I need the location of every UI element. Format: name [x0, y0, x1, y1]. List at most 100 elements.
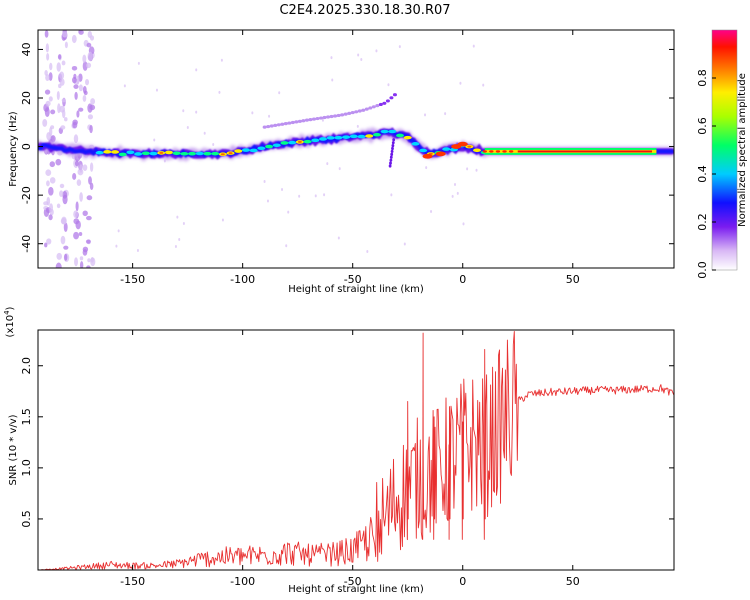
heatmap-noise-blob [48, 186, 54, 196]
heatmap-harmonic-mark [392, 93, 397, 97]
heatmap-noise-dot [326, 162, 329, 166]
heatmap-noise-dot [153, 138, 156, 142]
heatmap-noise-blob [63, 245, 69, 250]
heatmap-harmonic-mark [319, 116, 324, 120]
heatmap-noise-blob [49, 127, 53, 137]
heatmap-noise-dot [357, 53, 360, 57]
heatmap-tail-mark [389, 161, 392, 165]
heatmap-ridge-core [280, 141, 289, 145]
snr-xtick-label: 50 [566, 575, 580, 588]
heatmap-noise-blob [56, 62, 61, 72]
heatmap-noise-blob [59, 105, 66, 113]
heatmap-harmonic-mark [364, 107, 369, 111]
heatmap-noise-blob [48, 214, 53, 221]
snr-xtick-label: -150 [120, 575, 145, 588]
colorbar: 0.0 0.2 0.4 0.6 0.8 Normalized spectral ampl… [696, 29, 748, 279]
heatmap-ridge-core [372, 132, 381, 137]
heatmap-harmonic-mark [301, 119, 306, 123]
heatmap-noise-blob [55, 158, 62, 166]
heatmap-harmonic-mark [357, 109, 362, 113]
colorbar-tick-label: 0.0 [696, 261, 709, 279]
heatmap-noise-blob [78, 30, 84, 35]
heatmap-noise-blob [44, 30, 49, 38]
heatmap-harmonic-mark [340, 113, 345, 117]
heatmap-noise-dot [321, 118, 324, 122]
heatmap-xtick-label: -50 [344, 273, 362, 286]
heatmap-ridge-core [111, 150, 120, 154]
heatmap-noise-dot [451, 194, 454, 198]
heatmap-ridge-core [180, 151, 189, 156]
page-title: C2E4.2025.330.18.30.R07 [279, 3, 450, 18]
heatmap-ridge-core [172, 151, 181, 156]
heatmap-noise-blob [73, 134, 79, 144]
heatmap-noise-blob [49, 62, 53, 71]
heatmap-harmonic-mark [371, 105, 376, 109]
heatmap-noise-blob [61, 98, 66, 103]
colorbar-gradient [712, 30, 737, 270]
colorbar-tick-label: 0.6 [696, 117, 709, 135]
heatmap-noise-blob [78, 107, 84, 112]
heatmap-noise-blob [45, 169, 52, 176]
heatmap-noise-blob [59, 71, 65, 80]
heatmap-ridge-peak [228, 152, 233, 155]
heatmap-harmonic-mark [266, 124, 271, 129]
heatmap-noise-dot [221, 218, 224, 222]
heatmap-harmonic-mark [315, 116, 320, 121]
heatmap-ridge-core [188, 151, 197, 156]
heatmap-noise-blob [71, 34, 77, 44]
heatmap-ridge-peak [159, 151, 164, 154]
heatmap-ridge-core [349, 134, 358, 139]
heatmap-noise-dot [268, 114, 271, 118]
heatmap-noise-dot [430, 210, 433, 214]
heatmap-noise-dot [323, 193, 326, 197]
heatmap-noise-blob [74, 91, 78, 100]
snr-scale-label: (x104) [3, 306, 16, 337]
heatmap-tail-mark [391, 141, 395, 145]
heatmap-noise-blob [82, 164, 88, 171]
heatmap-noise-dot [390, 193, 393, 197]
heatmap-noise-blob [82, 94, 87, 102]
heatmap-noise-dot [424, 113, 427, 117]
heatmap-tail-mark [391, 146, 394, 151]
heatmap-noise-dot [176, 215, 179, 219]
heatmap-ridge-core [257, 146, 266, 151]
heatmap-harmonic-mark [269, 124, 274, 128]
heatmap-noise-blob [57, 103, 61, 114]
heatmap-noise-dot [330, 56, 333, 60]
svg-text:(x104): (x104) [3, 306, 16, 337]
heatmap-noise-blob [87, 103, 93, 113]
heatmap-harmonic-mark [343, 112, 348, 116]
snr-xtick-label: 0 [459, 575, 466, 588]
heatmap-band-dash [495, 150, 501, 153]
heatmap-noise-blob [86, 42, 92, 48]
heatmap-noise-blob [90, 98, 96, 105]
heatmap-noise-dot [117, 229, 120, 233]
heatmap-ridge-peak [220, 153, 225, 156]
heatmap-hotspot [422, 153, 433, 159]
heatmap-ridge-core [326, 136, 335, 140]
heatmap-noise-dot [398, 45, 401, 49]
heatmap-ridge-core [342, 135, 351, 139]
heatmap-ytick-label: 0 [20, 143, 33, 150]
heatmap-noise-dot [195, 110, 198, 114]
heatmap-noise-blob [49, 177, 56, 184]
heatmap-band-dash [508, 150, 514, 153]
heatmap-harmonic-mark [385, 99, 390, 103]
heatmap-xtick-label: -100 [230, 273, 255, 286]
heatmap-harmonic-mark [389, 96, 394, 100]
heatmap-tail-mark [389, 158, 393, 162]
heatmap-noise-blob [86, 265, 91, 268]
heatmap-harmonic-mark [322, 115, 327, 120]
heatmap-xlabel: Height of straight line (km) [288, 284, 424, 295]
heatmap-noise-dot [482, 83, 485, 87]
heatmap-noise-blob [43, 201, 49, 206]
heatmap-noise-blob [89, 162, 94, 172]
heatmap-ridge-peak [297, 140, 302, 143]
heatmap-ytick-label: -20 [20, 186, 33, 204]
heatmap-noise-blob [86, 62, 92, 69]
heatmap-noise-dot [444, 112, 447, 116]
heatmap-noise-blob [82, 210, 88, 217]
heatmap-harmonic-mark [361, 108, 366, 112]
colorbar-tick-label: 0.8 [696, 69, 709, 87]
snr-ytick-label: 0.5 [20, 510, 33, 528]
